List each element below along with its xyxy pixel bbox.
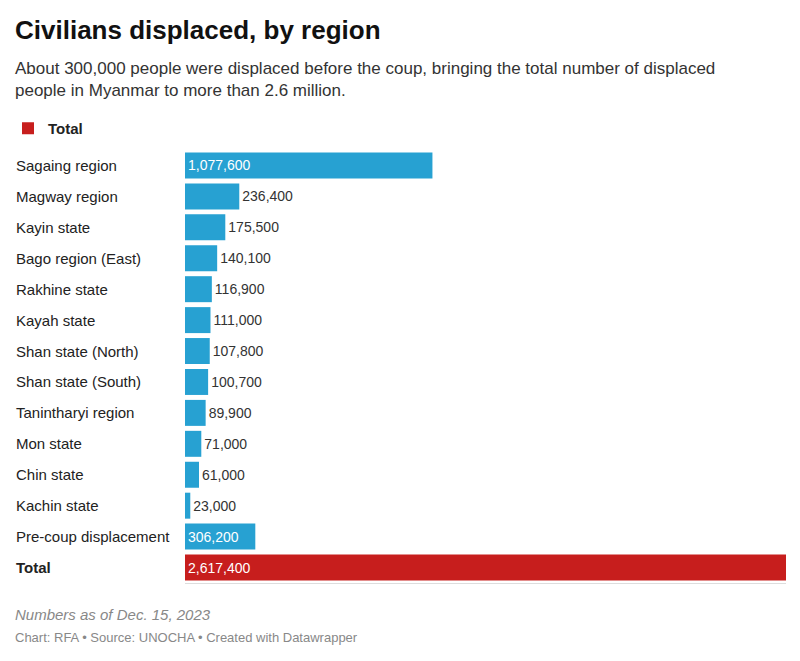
svg-text:Tanintharyi region: Tanintharyi region: [16, 404, 134, 421]
svg-text:Kayah state: Kayah state: [16, 312, 95, 329]
svg-text:100,700: 100,700: [211, 374, 262, 390]
svg-text:Sagaing region: Sagaing region: [16, 157, 117, 174]
svg-text:Pre-coup displacement: Pre-coup displacement: [16, 528, 170, 545]
svg-text:Chart: RFA • Source: UNOCHA •: Chart: RFA • Source: UNOCHA • Created wi…: [15, 630, 358, 645]
svg-text:Chin state: Chin state: [16, 466, 84, 483]
svg-text:23,000: 23,000: [193, 498, 236, 514]
svg-text:111,000: 111,000: [213, 312, 262, 328]
svg-text:Total: Total: [16, 559, 51, 576]
svg-text:Mon state: Mon state: [16, 435, 82, 452]
svg-text:116,900: 116,900: [215, 281, 265, 297]
svg-text:Total: Total: [48, 120, 83, 137]
svg-text:Kayin state: Kayin state: [16, 219, 90, 236]
svg-text:Rakhine state: Rakhine state: [16, 281, 108, 298]
svg-text:Shan state (South): Shan state (South): [16, 373, 141, 390]
svg-text:306,200: 306,200: [188, 529, 239, 545]
svg-text:Civilians displaced, by region: Civilians displaced, by region: [15, 15, 381, 45]
svg-text:175,500: 175,500: [228, 219, 279, 235]
svg-text:Bago region (East): Bago region (East): [16, 250, 141, 267]
svg-text:Magway region: Magway region: [16, 188, 118, 205]
svg-text:2,617,400: 2,617,400: [188, 560, 250, 576]
svg-text:71,000: 71,000: [204, 436, 247, 452]
svg-text:89,900: 89,900: [209, 405, 252, 421]
svg-text:About 300,000 people were disp: About 300,000 people were displaced befo…: [15, 59, 715, 100]
svg-text:236,400: 236,400: [242, 188, 293, 204]
svg-text:140,100: 140,100: [220, 250, 271, 266]
svg-text:61,000: 61,000: [202, 467, 245, 483]
svg-text:Kachin state: Kachin state: [16, 497, 99, 514]
svg-text:Shan state (North): Shan state (North): [16, 343, 139, 360]
svg-text:Numbers as of Dec. 15, 2023: Numbers as of Dec. 15, 2023: [15, 606, 211, 623]
svg-text:1,077,600: 1,077,600: [188, 157, 250, 173]
svg-text:107,800: 107,800: [213, 343, 264, 359]
